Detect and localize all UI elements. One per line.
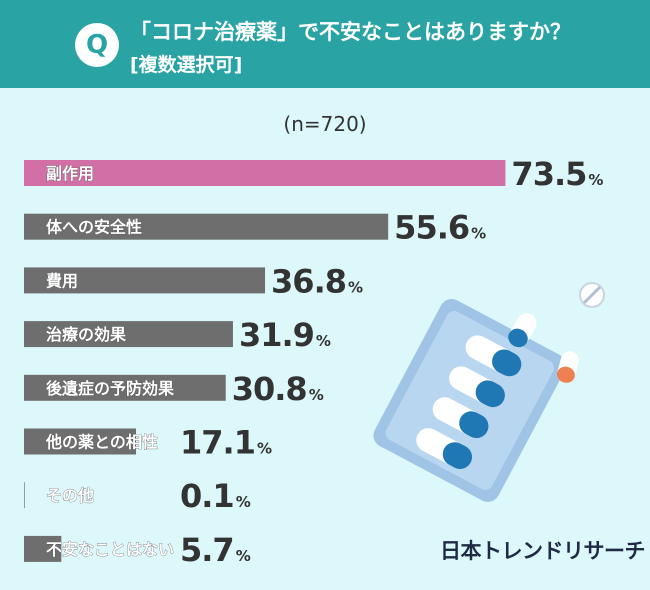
bar-category-label: 体への安全性 [46,218,142,237]
brand-logo: 日本トレンドリサーチ [440,539,646,563]
bar [24,428,137,455]
bar-value-label: 0.1% [180,477,251,515]
bar-value-label: 55.6% [394,209,486,247]
bar [24,374,226,401]
question-text: 「コロナ治療薬」で不安なことはありますか？ [130,20,571,44]
bar [24,482,25,509]
bar-category-label: 治療の効果 [46,325,126,344]
bar [24,160,506,186]
bar-value-label: 17.1% [180,424,272,462]
bar [24,267,266,294]
bar [24,321,233,348]
bar-value-label: 73.5% [511,155,603,193]
question-header: Q 「コロナ治療薬」で不安なことはありますか？ [複数選択可] [0,0,650,88]
sample-size: (n=720) [283,112,367,136]
bar-category-label: 後遺症の予防効果 [46,379,174,398]
bar-category-label: その他 [46,486,94,505]
bar-value-label: 31.9% [239,316,331,354]
question-note: [複数選択可] [130,54,243,76]
bar-value-label: 30.8% [232,370,324,408]
q-badge: Q [75,23,119,67]
bar-category-label: 費用 [46,271,78,290]
bar [24,213,389,240]
bar [24,535,62,562]
bar-value-label: 5.7% [180,531,251,569]
bar-category-label: 副作用 [46,164,94,183]
bar-category-label: 不安なことはない [46,540,174,559]
bar-category-label: 他の薬との相性 [45,433,158,452]
bar-value-label: 36.8% [271,262,363,300]
